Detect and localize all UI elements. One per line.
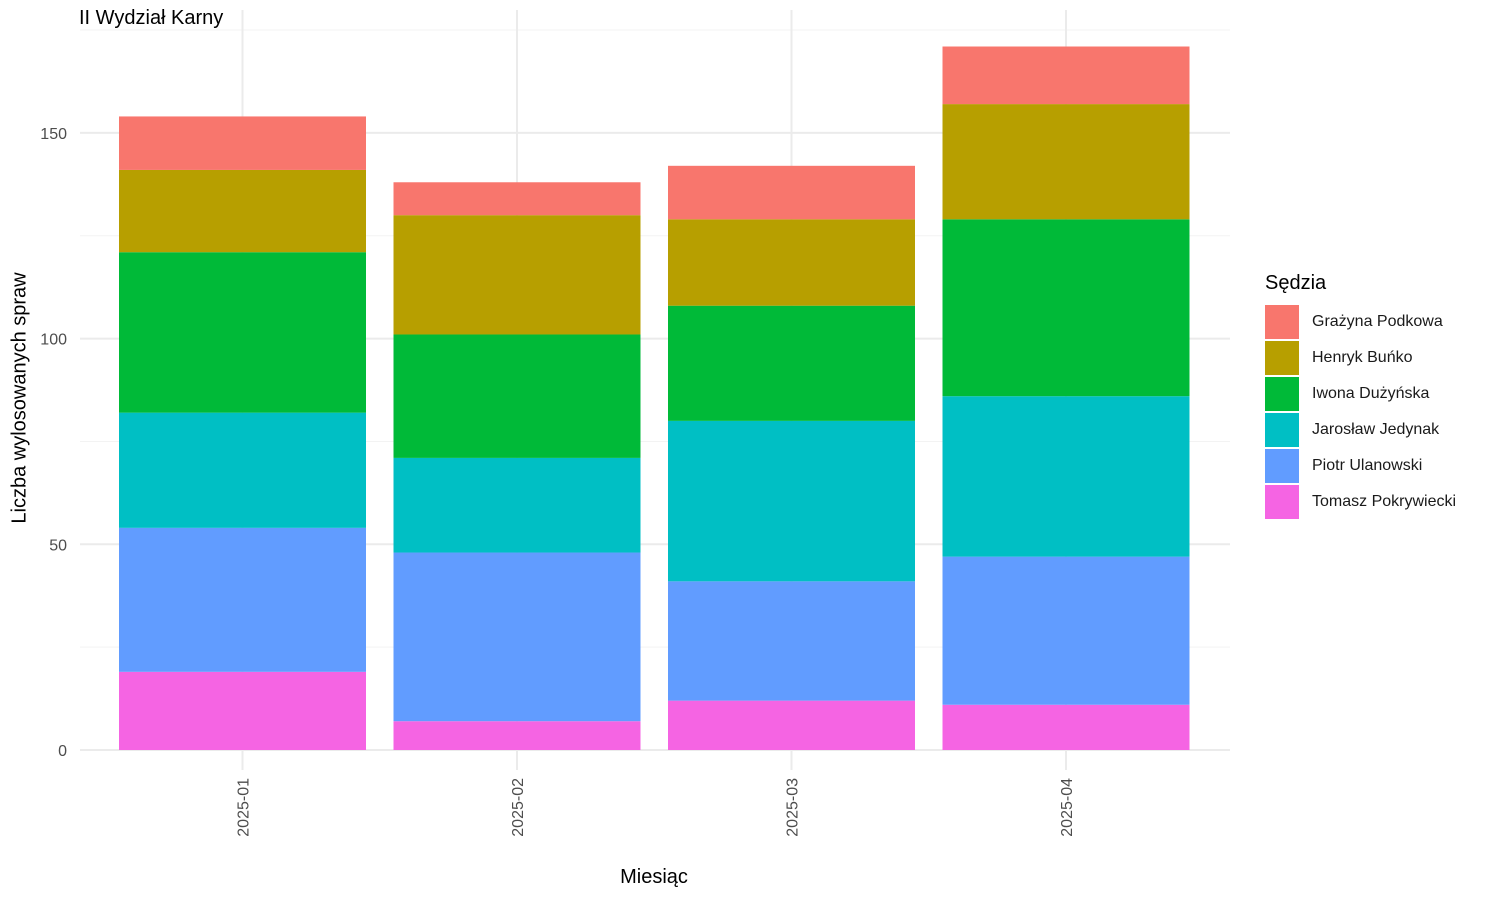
bar-segment [942, 396, 1190, 557]
legend-label: Grażyna Podkowa [1312, 313, 1443, 330]
x-tick-label: 2025-04 [1059, 778, 1076, 837]
x-tick-label: 2025-01 [236, 778, 253, 837]
legend-swatch [1265, 413, 1299, 447]
bar-segment [668, 165, 915, 220]
bar-segment [942, 46, 1190, 105]
legend-items: Grażyna Podkowa Henryk Buńko Iwona Dużyńsk… [1265, 304, 1456, 520]
bar-segment [119, 412, 366, 528]
legend-item: Grażyna Podkowa [1265, 304, 1456, 340]
legend-item: Henryk Buńko [1265, 340, 1456, 376]
bar-segment [942, 556, 1190, 705]
bar-segment [119, 252, 366, 413]
legend-title: Sędzia [1265, 272, 1327, 294]
legend-swatch [1265, 305, 1299, 339]
bar-segment [942, 219, 1190, 397]
x-axis-title: Miesiąc [620, 866, 688, 888]
axis-ticks: 0 50 100 150 2025-01 2025-02 2025-03 2025-04 [40, 126, 1076, 837]
legend-label: Iwona Dużyńska [1312, 385, 1430, 402]
legend-item: Iwona Dużyńska [1265, 376, 1456, 412]
bar-segment [393, 182, 641, 216]
bar-segment [668, 420, 915, 582]
legend-item: Jarosław Jedynak [1265, 412, 1456, 448]
bar-segment [393, 334, 641, 458]
legend-swatch [1265, 341, 1299, 375]
legend-label: Piotr Ulanowski [1312, 457, 1423, 474]
x-tick-label: 2025-02 [510, 778, 527, 837]
legend-item: Piotr Ulanowski [1265, 448, 1456, 484]
y-tick-label: 100 [40, 332, 67, 349]
bar-segment [942, 704, 1190, 750]
y-tick-label: 50 [49, 537, 67, 554]
bar-segment [942, 104, 1190, 220]
legend-swatch [1265, 485, 1299, 519]
bar-segment [119, 169, 366, 253]
legend: Sędzia Grażyna Podkowa Henryk Buńko Iwona … [1265, 272, 1456, 520]
y-tick-label: 150 [40, 126, 67, 143]
y-axis-title: Liczba wylosowanych spraw [8, 272, 31, 524]
bar-segment [393, 215, 641, 335]
bars [119, 46, 1190, 750]
bar-segment [668, 305, 915, 421]
legend-swatch [1265, 449, 1299, 483]
bar-segment [119, 116, 366, 170]
legend-item: Tomasz Pokrywiecki [1265, 484, 1456, 520]
legend-label: Jarosław Jedynak [1312, 421, 1440, 438]
x-tick-label: 2025-03 [785, 778, 802, 837]
legend-label: Tomasz Pokrywiecki [1312, 493, 1457, 510]
bar-segment [668, 219, 915, 306]
y-tick-label: 0 [58, 743, 67, 760]
bar-segment [668, 700, 915, 750]
bar-segment [393, 457, 641, 553]
bar-segment [393, 721, 641, 750]
legend-swatch [1265, 377, 1299, 411]
bar-segment [393, 552, 641, 722]
chart-title: II Wydział Karny [79, 7, 224, 29]
bar-segment [668, 581, 915, 701]
bar-segment [119, 527, 366, 672]
legend-label: Henryk Buńko [1312, 349, 1413, 366]
bar-segment [119, 671, 366, 750]
